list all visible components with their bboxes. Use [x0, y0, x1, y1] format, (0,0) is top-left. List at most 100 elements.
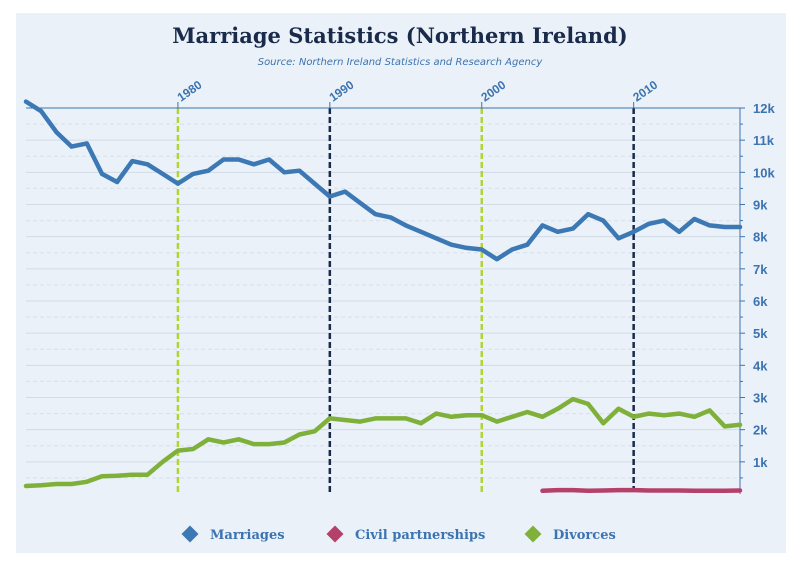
data-point-civil-partnerships	[707, 488, 712, 493]
data-point-civil-partnerships	[692, 488, 697, 493]
data-point-marriages	[297, 168, 302, 173]
data-point-marriages	[586, 212, 591, 217]
data-point-marriages	[510, 247, 515, 252]
data-point-marriages	[282, 170, 287, 175]
data-point-civil-partnerships	[601, 488, 606, 493]
legend-label-civil-partnerships: Civil partnerships	[355, 528, 485, 543]
y-tick-label: 10k	[753, 165, 775, 180]
chart-background	[16, 13, 786, 553]
data-point-marriages	[707, 223, 712, 228]
data-point-divorces	[570, 397, 575, 402]
y-tick-label: 4k	[753, 358, 768, 373]
data-point-divorces	[494, 419, 499, 424]
data-point-divorces	[297, 432, 302, 437]
data-point-divorces	[312, 429, 317, 434]
data-point-divorces	[358, 419, 363, 424]
data-point-divorces	[449, 414, 454, 419]
data-point-divorces	[662, 413, 667, 418]
data-point-civil-partnerships	[631, 488, 636, 493]
data-point-marriages	[738, 225, 742, 230]
data-point-civil-partnerships	[662, 488, 667, 493]
y-tick-label: 9k	[753, 198, 768, 213]
data-point-civil-partnerships	[722, 488, 727, 493]
data-point-divorces	[24, 483, 28, 488]
data-point-marriages	[130, 159, 135, 164]
data-point-marriages	[677, 229, 682, 234]
data-point-divorces	[692, 414, 697, 419]
data-point-marriages	[373, 212, 378, 217]
data-point-marriages	[69, 144, 74, 149]
data-point-divorces	[282, 440, 287, 445]
data-point-marriages	[494, 257, 499, 262]
y-tick-label: 5k	[753, 326, 768, 341]
series-layer	[23, 99, 743, 494]
legend-item-marriages: Marriages	[181, 525, 285, 543]
data-point-civil-partnerships	[540, 488, 545, 493]
data-point-marriages	[191, 171, 196, 176]
data-point-marriages	[646, 221, 651, 226]
data-point-marriages	[206, 168, 211, 173]
data-point-divorces	[191, 446, 196, 451]
series-line-divorces	[23, 396, 743, 489]
data-point-marriages	[616, 236, 621, 241]
data-point-divorces	[130, 472, 135, 477]
legend: Marriages Civil partnerships Divorces	[181, 525, 616, 543]
data-point-marriages	[99, 171, 104, 176]
y-axis-ticks: 1k 2k 3k 4k 5k 6k 7k 8k 9k 10k 11k 12k	[740, 101, 775, 479]
data-point-divorces	[206, 437, 211, 442]
data-point-divorces	[327, 416, 332, 421]
data-point-marriages	[540, 223, 545, 228]
data-point-divorces	[479, 413, 484, 418]
data-point-civil-partnerships	[586, 488, 591, 493]
data-point-marriages	[449, 242, 454, 247]
data-point-marriages	[722, 225, 727, 230]
data-point-marriages	[160, 171, 165, 176]
data-point-divorces	[586, 401, 591, 406]
series-line-civil-partnerships	[540, 487, 743, 494]
y-tick-label: 1k	[753, 455, 768, 470]
data-point-divorces	[403, 416, 408, 421]
data-point-divorces	[677, 411, 682, 416]
data-point-divorces	[236, 437, 241, 442]
data-point-marriages	[84, 141, 89, 146]
data-point-marriages	[24, 99, 28, 104]
data-point-marriages	[570, 226, 575, 231]
data-point-civil-partnerships	[738, 488, 742, 493]
data-point-marriages	[343, 189, 348, 194]
chart-title: Marriage Statistics (Northern Ireland)	[172, 23, 627, 48]
data-point-divorces	[555, 406, 560, 411]
data-point-marriages	[434, 236, 439, 241]
data-point-marriages	[54, 130, 59, 135]
data-point-marriages	[388, 215, 393, 220]
data-point-marriages	[145, 162, 150, 167]
y-tick-label: 12k	[753, 101, 775, 116]
series-line-marriages	[23, 99, 743, 262]
data-point-marriages	[464, 245, 469, 250]
data-point-civil-partnerships	[677, 488, 682, 493]
data-point-civil-partnerships	[555, 488, 560, 493]
data-point-marriages	[312, 181, 317, 186]
data-point-marriages	[525, 242, 530, 247]
data-point-divorces	[160, 459, 165, 464]
data-point-marriages	[251, 162, 256, 167]
y-tick-label: 11k	[753, 133, 775, 148]
data-point-divorces	[418, 421, 423, 426]
data-point-marriages	[631, 229, 636, 234]
y-tick-label: 3k	[753, 391, 768, 406]
legend-marker-divorces	[524, 525, 542, 543]
data-point-marriages	[418, 229, 423, 234]
data-point-divorces	[145, 472, 150, 477]
data-point-divorces	[54, 482, 59, 487]
data-point-civil-partnerships	[570, 488, 575, 493]
data-point-divorces	[39, 483, 44, 488]
data-point-divorces	[510, 414, 515, 419]
data-point-divorces	[646, 411, 651, 416]
grid-lines	[26, 107, 740, 479]
data-point-divorces	[525, 409, 530, 414]
data-point-divorces	[251, 442, 256, 447]
data-point-divorces	[99, 474, 104, 479]
data-point-civil-partnerships	[646, 488, 651, 493]
data-point-marriages	[479, 247, 484, 252]
data-point-marriages	[403, 223, 408, 228]
